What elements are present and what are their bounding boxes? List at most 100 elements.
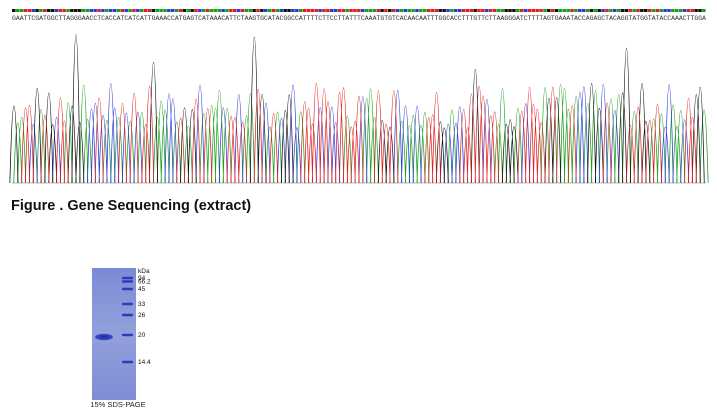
base-color-cell [570, 9, 574, 12]
base-color-cell [384, 9, 388, 12]
base-color-cell [426, 9, 431, 12]
base-color-cell [337, 9, 342, 12]
base-color-cell [430, 9, 435, 12]
base-color-cell [574, 9, 578, 12]
base-color-cell [194, 9, 198, 12]
base-color-cell [139, 9, 144, 12]
base-color-cell [349, 9, 353, 12]
base-color-cell [659, 9, 663, 12]
marker-band [122, 287, 133, 291]
base-color-cell [702, 9, 706, 12]
trace-t [21, 83, 697, 184]
base-color-cell [368, 9, 373, 12]
marker-band [122, 276, 133, 280]
base-color-cell [295, 9, 299, 12]
base-color-cell [225, 9, 229, 12]
base-color-cell [302, 9, 307, 12]
base-color-cell [558, 9, 563, 12]
base-color-cell [12, 9, 16, 12]
base-color-cell [415, 9, 419, 12]
base-color-cell [186, 9, 190, 12]
base-color-cell [543, 9, 547, 12]
base-color-cell [298, 9, 303, 12]
figure-caption: Figure . Gene Sequencing (extract) [11, 198, 252, 214]
base-color-cell [170, 9, 175, 12]
base-color-cell [388, 9, 392, 12]
base-color-cell [97, 9, 101, 12]
base-color-cell [632, 9, 636, 12]
base-color-cell [101, 9, 105, 12]
base-color-cell [318, 9, 322, 12]
base-color-cell [492, 9, 497, 12]
base-color-cell [434, 9, 439, 12]
marker-label: 94 [138, 275, 146, 282]
base-color-cell [333, 9, 338, 12]
base-color-cell [624, 9, 629, 12]
base-color-cell [372, 9, 377, 12]
base-color-cell [655, 9, 660, 12]
base-color-cell [585, 9, 590, 12]
base-color-cell [283, 9, 287, 12]
base-color-cell [667, 9, 671, 12]
base-color-cell [597, 9, 601, 12]
base-color-cell [244, 9, 249, 12]
chromatogram-panel: GAATTCGATGGCTTAGGGAACCTCACCATCATCATTGAAA… [9, 9, 709, 184]
sequence-text: GAATTCGATGGCTTAGGGAACCTCACCATCATCATTGAAA… [12, 15, 706, 22]
base-color-cell [147, 9, 152, 12]
base-color-cell [469, 9, 473, 12]
base-color-cell [143, 9, 148, 12]
base-color-cell [461, 9, 466, 12]
base-color-cell [674, 9, 679, 12]
base-color-cell [620, 9, 625, 12]
base-color-cell [531, 9, 536, 12]
base-color-cell [43, 9, 47, 12]
base-color-cell [473, 9, 477, 12]
base-color-cell [535, 9, 539, 12]
base-color-cell [35, 9, 39, 12]
marker-band [122, 302, 133, 306]
base-color-cell [438, 9, 442, 12]
base-color-cell [616, 9, 621, 12]
base-color-cell [232, 9, 237, 12]
base-color-cell [112, 9, 117, 12]
base-color-cell [481, 9, 485, 12]
base-color-cell [643, 9, 648, 12]
base-color-cell [450, 9, 454, 12]
base-color-cell [457, 9, 462, 12]
base-color-cell [391, 9, 396, 12]
base-color-cell [504, 9, 508, 12]
base-color-cell [252, 9, 256, 12]
base-color-cell [411, 9, 415, 12]
base-color-cell [422, 9, 427, 12]
marker-label: 14.4 [138, 359, 151, 366]
base-color-cell [566, 9, 570, 12]
base-color-cell [213, 9, 218, 12]
base-color-cell [198, 9, 202, 12]
base-color-cell [380, 9, 384, 12]
base-color-cell [407, 9, 411, 12]
base-color-cell [256, 9, 260, 12]
base-color-cell [19, 9, 24, 12]
base-color-cell [357, 9, 361, 12]
base-color-cell [562, 9, 567, 12]
base-color-cell [58, 9, 63, 12]
base-color-cell [419, 9, 423, 12]
marker-label: 20 [138, 332, 146, 339]
base-color-cell [279, 9, 284, 12]
base-color-cell [163, 9, 167, 12]
base-color-cell [120, 9, 125, 12]
base-color-cell [236, 9, 241, 12]
base-color-cell [442, 9, 446, 12]
base-color-cell [671, 9, 675, 12]
base-color-cell [500, 9, 504, 12]
base-color-cell [395, 9, 400, 12]
base-color-cell [651, 9, 656, 12]
base-color-cell [326, 9, 330, 12]
chromatogram-traces [9, 34, 709, 184]
base-color-cell [698, 9, 702, 12]
base-color-cell [601, 9, 605, 12]
base-color-cell [108, 9, 113, 12]
base-color-cell [663, 9, 667, 12]
base-color-cell [446, 9, 450, 12]
